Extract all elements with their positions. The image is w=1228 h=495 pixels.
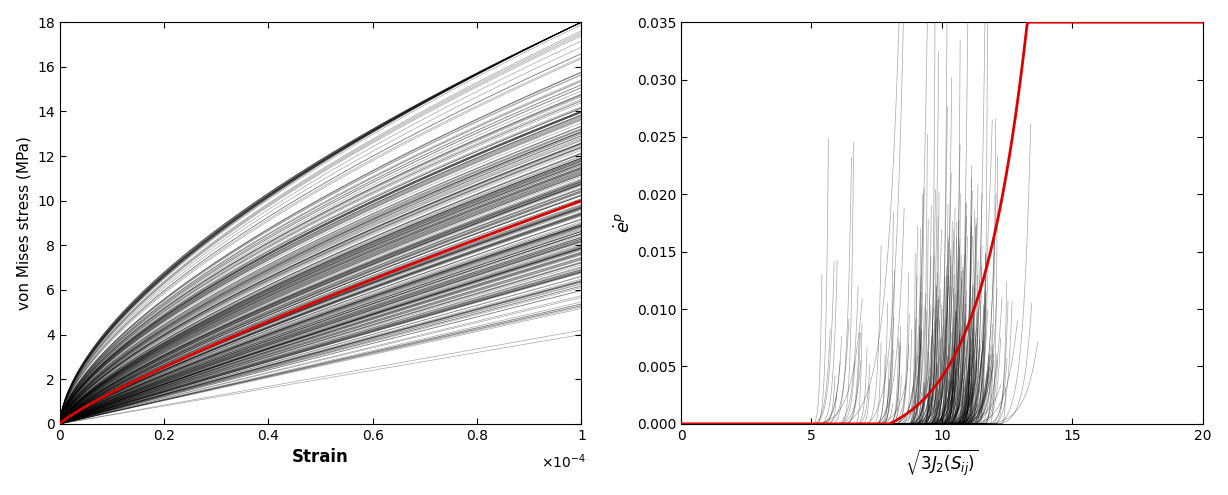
X-axis label: $\sqrt{3J_2(S_{ij})}$: $\sqrt{3J_2(S_{ij})}$ [905, 448, 979, 478]
X-axis label: Strain: Strain [292, 448, 349, 466]
Y-axis label: $\dot{e}^p$: $\dot{e}^p$ [614, 213, 634, 233]
Y-axis label: von Mises stress (MPa): von Mises stress (MPa) [17, 136, 32, 310]
Text: $\times 10^{-4}$: $\times 10^{-4}$ [542, 452, 587, 471]
